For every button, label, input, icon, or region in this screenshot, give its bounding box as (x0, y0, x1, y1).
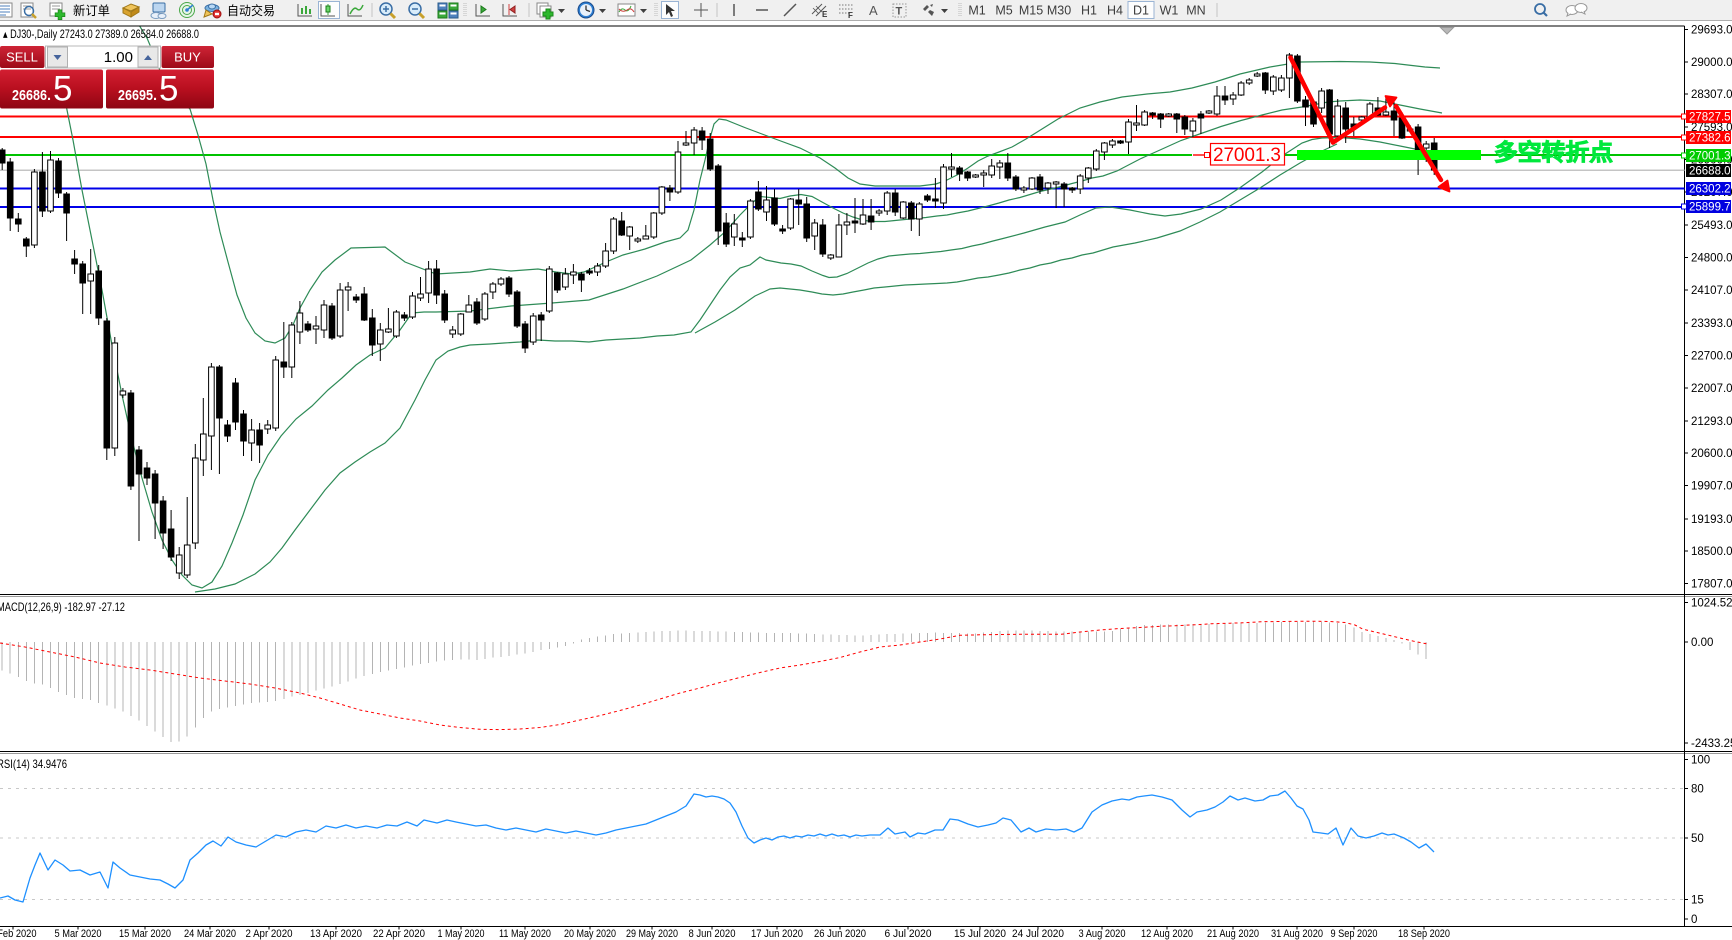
svg-text:3 Aug 2020: 3 Aug 2020 (1079, 928, 1126, 940)
svg-text:15 Mar 2020: 15 Mar 2020 (119, 928, 171, 940)
svg-text:E: E (822, 10, 828, 19)
svg-text:26686: 26686 (12, 88, 47, 104)
svg-text:自动交易: 自动交易 (227, 3, 275, 18)
svg-text:M15: M15 (1019, 4, 1043, 18)
svg-text:27001.3: 27001.3 (1213, 145, 1281, 166)
svg-text:MACD(12,26,9) -182.97 -27.12: MACD(12,26,9) -182.97 -27.12 (0, 600, 125, 614)
svg-text:5 Mar 2020: 5 Mar 2020 (55, 928, 102, 940)
svg-text:15 Jul 2020: 15 Jul 2020 (954, 928, 1006, 940)
svg-text:8 Jun 2020: 8 Jun 2020 (689, 928, 736, 940)
svg-text:1.00: 1.00 (104, 49, 133, 66)
svg-text:15: 15 (1691, 894, 1704, 906)
svg-text:-2433.25: -2433.25 (1691, 738, 1732, 750)
svg-text:20600.0: 20600.0 (1691, 448, 1732, 460)
svg-text:29000.0: 29000.0 (1691, 57, 1732, 69)
svg-text:▴ DJ30-,Daily 27243.0 27389.0: ▴ DJ30-,Daily 27243.0 27389.0 26584.0 26… (3, 27, 199, 41)
svg-text:BUY: BUY (174, 50, 201, 65)
svg-text:29 May 2020: 29 May 2020 (626, 928, 678, 940)
svg-text:26 Jun 2020: 26 Jun 2020 (814, 928, 866, 940)
svg-text:W1: W1 (1160, 4, 1179, 18)
svg-text:5: 5 (53, 70, 72, 109)
svg-text:1 May 2020: 1 May 2020 (438, 928, 485, 940)
svg-text:F: F (848, 11, 853, 20)
svg-text:23393.0: 23393.0 (1691, 318, 1732, 330)
svg-text:18 Sep 2020: 18 Sep 2020 (1398, 928, 1450, 940)
svg-text:A: A (869, 3, 878, 18)
svg-text:24800.0: 24800.0 (1691, 253, 1732, 265)
svg-text:D1: D1 (1133, 4, 1149, 18)
svg-text:T: T (896, 6, 903, 18)
svg-text:27827.5: 27827.5 (1689, 112, 1731, 124)
svg-text:25899.7: 25899.7 (1689, 202, 1731, 214)
svg-text:1024.52: 1024.52 (1691, 598, 1732, 610)
svg-text:MN: MN (1186, 4, 1205, 18)
svg-text:26695: 26695 (118, 88, 153, 104)
svg-text:28307.0: 28307.0 (1691, 89, 1732, 101)
svg-text:26688.0: 26688.0 (1689, 166, 1731, 178)
svg-text:100: 100 (1691, 755, 1710, 767)
svg-text:24107.0: 24107.0 (1691, 285, 1732, 297)
svg-text:.: . (47, 88, 51, 104)
svg-text:新订单: 新订单 (73, 3, 110, 18)
svg-text:.: . (153, 88, 157, 104)
svg-text:20 May 2020: 20 May 2020 (564, 928, 616, 940)
svg-text:6 Jul 2020: 6 Jul 2020 (885, 928, 932, 940)
svg-text:27001.3: 27001.3 (1689, 151, 1731, 163)
svg-text:M5: M5 (995, 4, 1012, 18)
svg-text:17807.0: 17807.0 (1691, 579, 1732, 591)
svg-text:17 Jun 2020: 17 Jun 2020 (751, 928, 803, 940)
svg-text:24 Mar 2020: 24 Mar 2020 (184, 928, 236, 940)
svg-text:80: 80 (1691, 783, 1704, 795)
svg-text:24 Jul 2020: 24 Jul 2020 (1012, 928, 1064, 940)
svg-text:M1: M1 (968, 4, 985, 18)
svg-text:2 Apr 2020: 2 Apr 2020 (246, 928, 293, 940)
svg-text:RSI(14) 34.9476: RSI(14) 34.9476 (0, 757, 67, 771)
svg-text:25493.0: 25493.0 (1691, 220, 1732, 232)
svg-text:22 Apr 2020: 22 Apr 2020 (373, 928, 425, 940)
svg-text:22700.0: 22700.0 (1691, 351, 1732, 363)
svg-text:19193.0: 19193.0 (1691, 514, 1732, 526)
svg-text:31 Aug 2020: 31 Aug 2020 (1271, 928, 1323, 940)
svg-text:21293.0: 21293.0 (1691, 416, 1732, 428)
svg-text:11 May 2020: 11 May 2020 (499, 928, 551, 940)
svg-text:26302.2: 26302.2 (1689, 184, 1731, 196)
svg-text:SELL: SELL (6, 50, 38, 65)
svg-text:M30: M30 (1047, 4, 1071, 18)
svg-text:H4: H4 (1107, 4, 1123, 18)
svg-text:0: 0 (1691, 914, 1697, 926)
svg-text:5 Feb 2020: 5 Feb 2020 (0, 928, 37, 940)
svg-text:27382.6: 27382.6 (1689, 133, 1731, 145)
svg-text:21 Aug 2020: 21 Aug 2020 (1207, 928, 1259, 940)
svg-text:18500.0: 18500.0 (1691, 546, 1732, 558)
svg-text:H1: H1 (1081, 4, 1097, 18)
svg-text:5: 5 (159, 70, 178, 109)
svg-text:13 Apr 2020: 13 Apr 2020 (310, 928, 362, 940)
svg-text:29693.0: 29693.0 (1691, 25, 1732, 37)
svg-text:19907.0: 19907.0 (1691, 481, 1732, 493)
svg-text:多空转折点: 多空转折点 (1494, 139, 1613, 165)
svg-text:12 Aug 2020: 12 Aug 2020 (1141, 928, 1193, 940)
svg-text:50: 50 (1691, 833, 1704, 845)
svg-text:9 Sep 2020: 9 Sep 2020 (1331, 928, 1378, 940)
svg-text:22007.0: 22007.0 (1691, 383, 1732, 395)
svg-text:0.00: 0.00 (1691, 637, 1713, 649)
